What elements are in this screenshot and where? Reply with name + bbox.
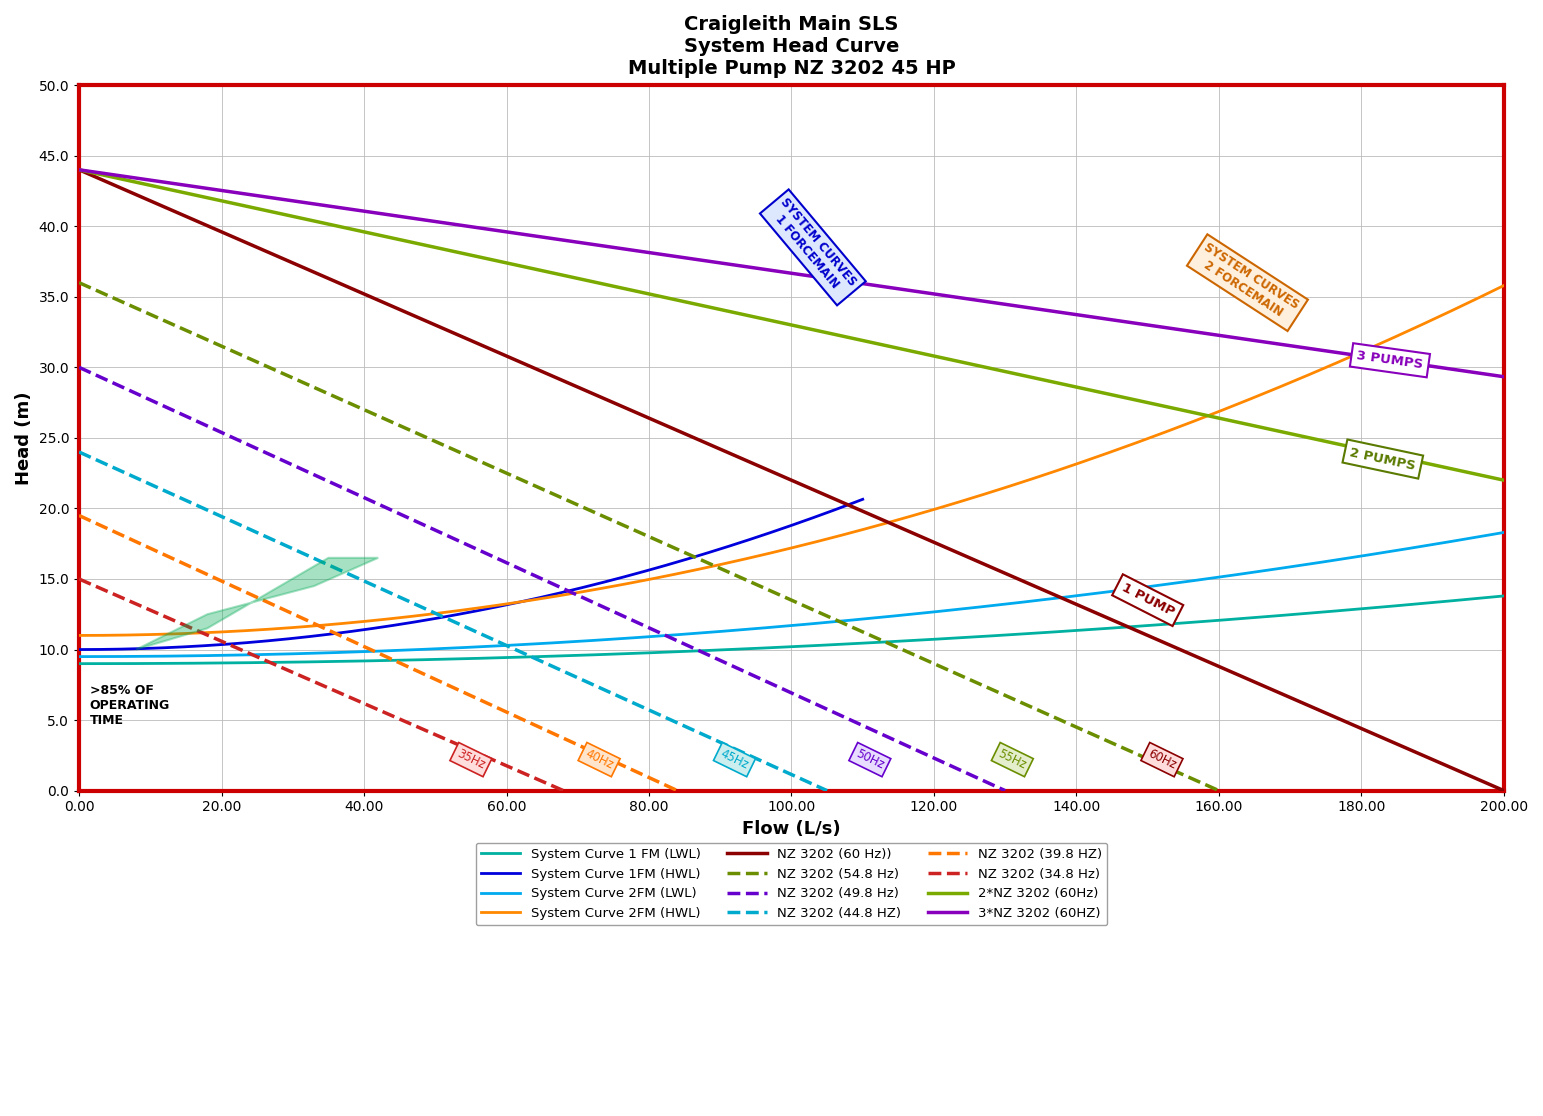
Text: 35Hz: 35Hz xyxy=(455,748,488,772)
Polygon shape xyxy=(136,558,378,650)
Y-axis label: Head (m): Head (m) xyxy=(15,391,32,484)
Text: 1 PUMP: 1 PUMP xyxy=(1119,581,1176,619)
Text: 40Hz: 40Hz xyxy=(583,748,616,772)
Text: 50Hz: 50Hz xyxy=(853,748,886,772)
X-axis label: Flow (L/s): Flow (L/s) xyxy=(742,820,841,838)
Title: Craigleith Main SLS
System Head Curve
Multiple Pump NZ 3202 45 HP: Craigleith Main SLS System Head Curve Mu… xyxy=(628,15,955,78)
Text: SYSTEM CURVES
2 FORCEMAIN: SYSTEM CURVES 2 FORCEMAIN xyxy=(1193,241,1301,325)
Text: 60Hz: 60Hz xyxy=(1146,748,1179,772)
Legend: System Curve 1 FM (LWL), System Curve 1FM (HWL), System Curve 2FM (LWL), System : System Curve 1 FM (LWL), System Curve 1F… xyxy=(475,843,1108,925)
Text: 45Hz: 45Hz xyxy=(717,748,751,772)
Text: >85% OF
OPERATING
TIME: >85% OF OPERATING TIME xyxy=(89,684,170,728)
Text: SYSTEM CURVES
1 FORCEMAIN: SYSTEM CURVES 1 FORCEMAIN xyxy=(767,196,859,299)
Text: 3 PUMPS: 3 PUMPS xyxy=(1356,349,1424,372)
Text: 55Hz: 55Hz xyxy=(997,748,1029,772)
Text: 2 PUMPS: 2 PUMPS xyxy=(1349,445,1416,472)
